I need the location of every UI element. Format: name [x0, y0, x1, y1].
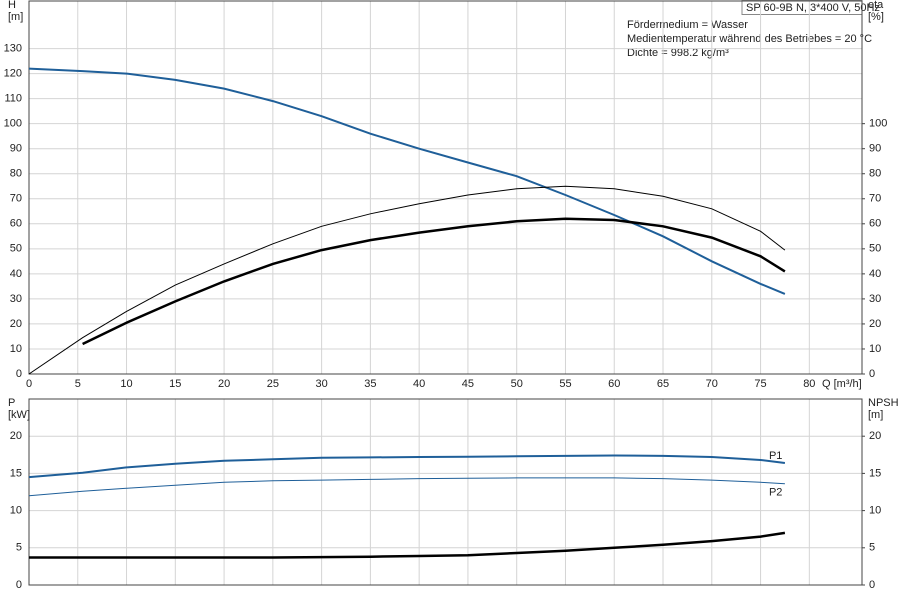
- y2-axis-label: NPSH: [868, 397, 899, 409]
- y-axis-label: H: [8, 0, 16, 11]
- y-tick-label: 120: [4, 68, 22, 80]
- y2-tick-label: 0: [869, 368, 875, 380]
- y-tick-label: 110: [4, 93, 22, 105]
- y2-axis-label: eta: [868, 0, 884, 11]
- y-tick-label: 100: [4, 118, 22, 130]
- x-tick-label: 10: [120, 378, 132, 390]
- annotation: Fördermedium = Wasser: [627, 19, 748, 31]
- x-tick-label: 45: [462, 378, 474, 390]
- y2-tick-label: 10: [869, 505, 881, 517]
- x-tick-label: 60: [608, 378, 620, 390]
- y-axis-label: P: [8, 397, 15, 409]
- y2-tick-label: 50: [869, 243, 881, 255]
- x-tick-label: 25: [267, 378, 279, 390]
- annotation: Medientemperatur während des Betriebes =…: [627, 33, 872, 45]
- y-tick-label: 40: [10, 268, 22, 280]
- y2-tick-label: 60: [869, 218, 881, 230]
- plot-frame: [28, 0, 863, 375]
- y-tick-label: 60: [10, 218, 22, 230]
- x-axis-label: Q [m³/h]: [822, 378, 862, 390]
- y-tick-label: 5: [16, 542, 22, 554]
- y-tick-label: 70: [10, 193, 22, 205]
- y-tick-label: 0: [16, 579, 22, 591]
- series-line: [28, 185, 786, 375]
- x-tick-label: 80: [803, 378, 815, 390]
- y-axis-label: [kW]: [8, 409, 30, 421]
- y2-axis-label: [m]: [868, 409, 883, 421]
- y-tick-label: 130: [4, 42, 22, 54]
- y2-tick-label: 100: [869, 118, 887, 130]
- x-tick-label: 0: [26, 378, 32, 390]
- x-tick-label: 50: [511, 378, 523, 390]
- y-tick-label: 10: [10, 343, 22, 355]
- x-tick-label: 70: [706, 378, 718, 390]
- x-tick-label: 20: [218, 378, 230, 390]
- series-line: [28, 454, 786, 479]
- y2-tick-label: 30: [869, 293, 881, 305]
- y-tick-label: 20: [10, 318, 22, 330]
- series-line: [29, 531, 786, 559]
- y2-tick-label: 5: [869, 542, 875, 554]
- x-tick-label: 5: [75, 378, 81, 390]
- series-label: P2: [769, 487, 782, 499]
- x-tick-label: 75: [754, 378, 766, 390]
- y2-axis-label: [%]: [868, 11, 884, 23]
- y-tick-label: 15: [10, 467, 22, 479]
- y2-tick-label: 80: [869, 168, 881, 180]
- x-tick-label: 55: [559, 378, 571, 390]
- y-tick-label: 20: [10, 430, 22, 442]
- y2-tick-label: 15: [869, 467, 881, 479]
- y-axis-label: [m]: [8, 11, 23, 23]
- y2-tick-label: 20: [869, 318, 881, 330]
- y2-tick-label: 90: [869, 143, 881, 155]
- y2-tick-label: 20: [869, 430, 881, 442]
- y2-tick-label: 70: [869, 193, 881, 205]
- y-tick-label: 10: [10, 505, 22, 517]
- y2-tick-label: 40: [869, 268, 881, 280]
- x-tick-label: 35: [364, 378, 376, 390]
- y2-tick-label: 10: [869, 343, 881, 355]
- series-line: [28, 477, 785, 497]
- annotation: Dichte = 998.2 kg/m³: [627, 47, 729, 59]
- x-tick-label: 30: [315, 378, 327, 390]
- series-line: [82, 217, 786, 346]
- x-tick-label: 15: [169, 378, 181, 390]
- y-tick-label: 80: [10, 168, 22, 180]
- x-tick-label: 40: [413, 378, 425, 390]
- x-tick-label: 65: [657, 378, 669, 390]
- y2-tick-label: 0: [869, 579, 875, 591]
- chart-title: SP 60-9B N, 3*400 V, 50Hz: [746, 2, 880, 14]
- y-tick-label: 30: [10, 293, 22, 305]
- y-tick-label: 90: [10, 143, 22, 155]
- y-tick-label: 50: [10, 243, 22, 255]
- y-tick-label: 0: [16, 368, 22, 380]
- series-line: [28, 67, 786, 295]
- plot-frame: [28, 398, 863, 586]
- series-label: P1: [769, 450, 782, 462]
